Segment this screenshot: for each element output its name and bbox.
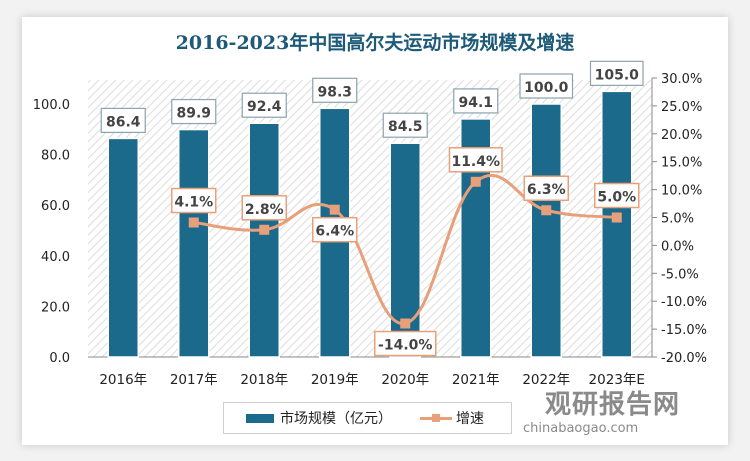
growth-label: 4.1%	[174, 195, 213, 211]
right-tick-label: -15.0%	[661, 323, 707, 338]
bar-label: 105.0	[595, 67, 640, 83]
chart-title: 2016-2023年中国高尔夫运动市场规模及增速	[175, 32, 575, 54]
growth-label-box	[523, 175, 569, 201]
growth-label: 6.4%	[315, 224, 354, 240]
growth-marker	[541, 205, 552, 216]
bar	[601, 90, 633, 358]
left-tick-label: 40.0	[41, 250, 70, 265]
right-tick-label: 20.0%	[661, 128, 702, 143]
left-tick-label: 20.0	[41, 300, 70, 315]
growth-label: 2.8%	[245, 202, 284, 218]
growth-label-box	[312, 216, 358, 243]
legend-bar-swatch	[246, 413, 274, 423]
bar-label: 94.1	[458, 95, 493, 111]
bar-label-box	[171, 98, 217, 125]
right-tick-label: 5.0%	[661, 212, 694, 227]
growth-label-box	[241, 195, 287, 221]
bar	[107, 137, 139, 358]
bar-label-box	[100, 107, 146, 134]
bar-label: 100.0	[524, 80, 569, 96]
right-tick-label: 30.0%	[661, 72, 702, 87]
legend: 市场规模（亿元） 增速	[223, 402, 512, 434]
right-tick-label: 15.0%	[661, 156, 702, 171]
growth-marker	[400, 318, 411, 329]
growth-label-box	[594, 182, 640, 209]
bar-label-box	[241, 92, 287, 118]
growth-marker	[188, 217, 199, 228]
x-tick-label: 2019年	[311, 372, 359, 388]
bar	[248, 122, 280, 358]
bar	[530, 103, 562, 358]
left-tick-label: 100.0	[33, 98, 70, 113]
right-tick-label: 10.0%	[661, 184, 702, 199]
bar-label: 92.4	[247, 99, 282, 115]
right-tick-label: 0.0%	[661, 239, 694, 254]
right-tick-label: -5.0%	[661, 267, 699, 282]
growth-label: 6.3%	[527, 182, 566, 198]
left-tick-label: 80.0	[41, 149, 70, 164]
growth-marker	[611, 212, 622, 223]
bar	[178, 128, 210, 358]
legend-line-label: 增速	[456, 411, 484, 427]
legend-line-swatch	[420, 413, 452, 422]
bar-label-box	[589, 60, 644, 86]
watermark: 观研报告网 chinabaogao.com	[515, 384, 680, 436]
left-tick-label: 60.0	[41, 199, 70, 214]
bar-label: 89.9	[176, 106, 211, 122]
growth-marker	[470, 176, 481, 187]
watermark-url: chinabaogao.com	[523, 421, 639, 436]
bar-label: 84.5	[388, 119, 423, 135]
bar-label-box	[312, 77, 358, 103]
x-tick-label: 2020年	[381, 372, 429, 388]
bar-label-box	[519, 73, 574, 99]
right-tick-label: -10.0%	[661, 295, 707, 310]
right-tick-label: -20.0%	[661, 351, 707, 366]
growth-label: -14.0%	[378, 338, 432, 354]
x-tick-label: 2018年	[240, 372, 288, 388]
watermark-name: 观研报告网	[545, 390, 681, 420]
x-tick-label: 2023年E	[589, 372, 645, 388]
x-tick-label: 2021年	[452, 372, 500, 388]
x-tick-label: 2022年	[522, 372, 570, 388]
x-tick-label: 2016年	[99, 372, 147, 388]
legend-bar-label: 市场规模（亿元）	[280, 411, 392, 427]
x-tick-label: 2017年	[170, 372, 218, 388]
bar-label: 86.4	[106, 114, 141, 130]
growth-label: 11.4%	[451, 154, 500, 170]
growth-label: 5.0%	[597, 190, 636, 206]
bar-label: 98.3	[317, 84, 352, 100]
growth-label-box	[448, 147, 503, 173]
right-tick-label: 25.0%	[661, 100, 702, 115]
growth-label-box	[171, 187, 217, 214]
bar-label-box	[453, 88, 499, 114]
bar-label-box	[382, 112, 428, 138]
growth-marker	[329, 204, 340, 215]
growth-marker	[259, 224, 270, 235]
left-tick-label: 0.0	[49, 351, 70, 366]
growth-label-box	[374, 330, 437, 357]
